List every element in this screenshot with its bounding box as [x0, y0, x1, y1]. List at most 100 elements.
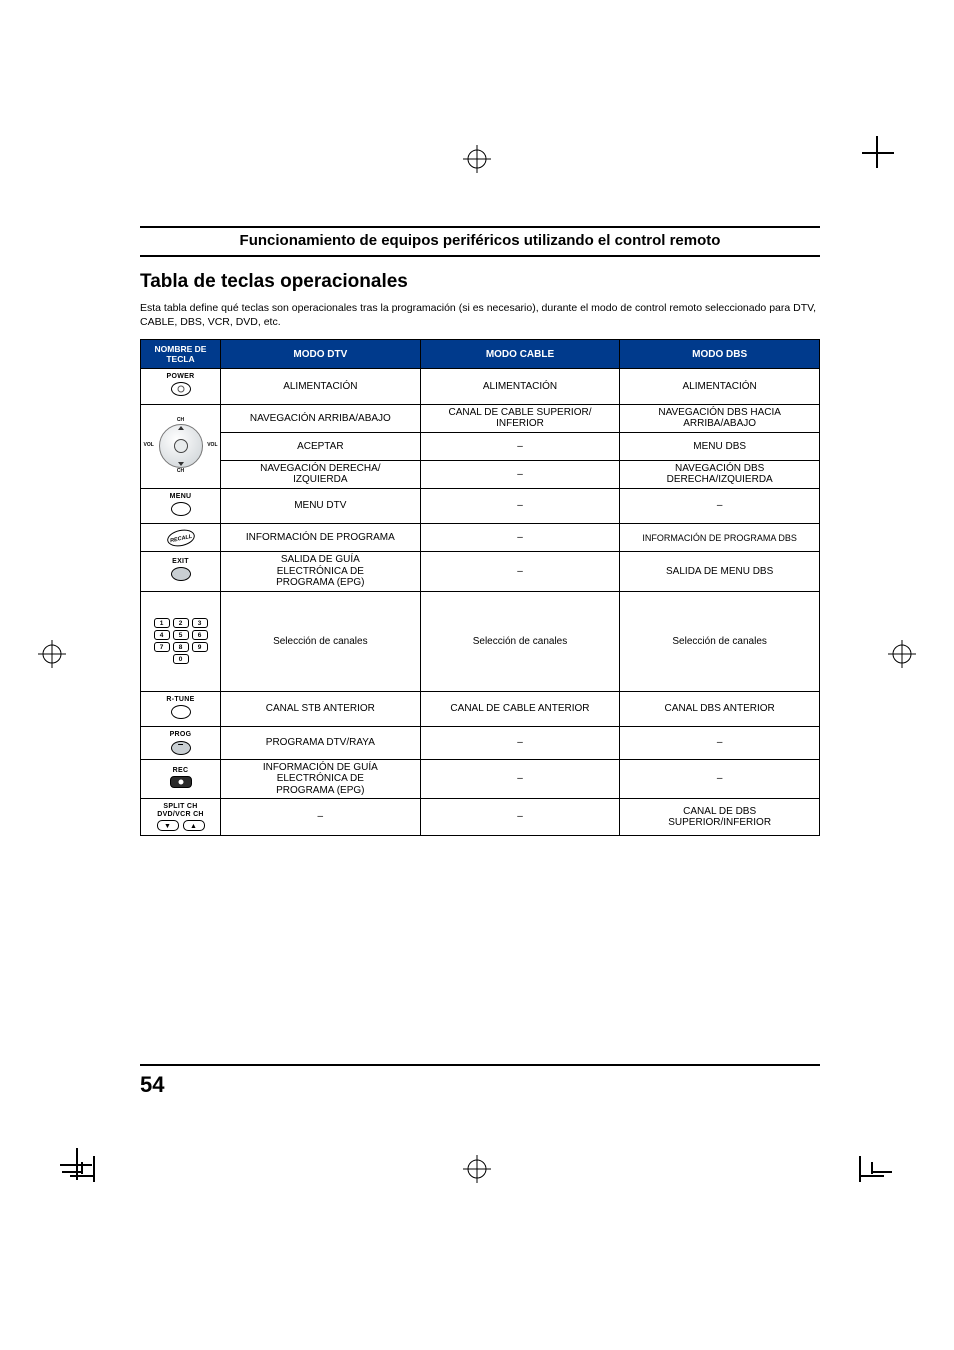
cell: NAVEGACIÓN DERECHA/IZQUIERDA: [221, 460, 421, 488]
table-row: R-TUNE CANAL STB ANTERIOR CANAL DE CABLE…: [141, 691, 820, 727]
cell: –: [420, 488, 620, 524]
crop-mark: [60, 1164, 92, 1166]
cell: –: [420, 524, 620, 552]
cell: MENU DBS: [620, 432, 820, 460]
table-row: CH CH VOL VOL NAVEGACIÓN ARRIBA/ABAJO CA…: [141, 404, 820, 432]
cell: PROGRAMA DTV/RAYA: [221, 727, 421, 759]
key-label: SPLIT CH: [143, 803, 218, 811]
cell: MENU DTV: [221, 488, 421, 524]
col-header-keyname: NOMBRE DE TECLA: [141, 340, 221, 369]
key-label: MENU: [143, 493, 218, 501]
cell: –: [420, 552, 620, 592]
cell: INFORMACIÓN DE PROGRAMA DBS: [620, 524, 820, 552]
cell: ACEPTAR: [221, 432, 421, 460]
numpad-icon: 123 456 789 0: [154, 616, 208, 666]
cell: NAVEGACIÓN DBSDERECHA/IZQUIERDA: [620, 460, 820, 488]
intro-text: Esta tabla define qué teclas son operaci…: [140, 301, 820, 339]
cell: Selección de canales: [620, 591, 820, 691]
register-mark-top: [463, 145, 491, 173]
table-row: 123 456 789 0 Selección de canales Selec…: [141, 591, 820, 691]
cell: –: [420, 727, 620, 759]
cell: –: [420, 460, 620, 488]
col-header-dbs: MODO DBS: [620, 340, 820, 369]
cell: Selección de canales: [221, 591, 421, 691]
cell: CANAL DBS ANTERIOR: [620, 691, 820, 727]
exit-icon: [171, 567, 191, 581]
page-footer: 54: [140, 1064, 820, 1102]
dpad-label-bottom: CH: [177, 469, 184, 475]
prog-icon: [171, 741, 191, 755]
key-exit: EXIT: [141, 552, 221, 592]
cell: CANAL DE CABLE SUPERIOR/INFERIOR: [420, 404, 620, 432]
key-prog: PROG: [141, 727, 221, 759]
power-icon: [171, 382, 191, 396]
section-title: Tabla de teclas operacionales: [140, 257, 820, 301]
cell: INFORMACIÓN DE GUÍAELECTRÓNICA DEPROGRAM…: [221, 759, 421, 799]
dpad-icon: CH CH VOL VOL: [150, 420, 212, 472]
table-row: POWER ALIMENTACIÓN ALIMENTACIÓN ALIMENTA…: [141, 369, 820, 405]
register-mark-left: [38, 640, 66, 668]
cell: ALIMENTACIÓN: [420, 369, 620, 405]
dpad-label-right: VOL: [207, 444, 217, 450]
rec-icon: [170, 776, 192, 788]
cell: CANAL DE CABLE ANTERIOR: [420, 691, 620, 727]
table-row: ACEPTAR – MENU DBS: [141, 432, 820, 460]
document-title: Funcionamiento de equipos periféricos ut…: [140, 228, 820, 255]
key-label: R-TUNE: [143, 696, 218, 704]
table-row: RECALL INFORMACIÓN DE PROGRAMA – INFORMA…: [141, 524, 820, 552]
cell: Selección de canales: [420, 591, 620, 691]
cell: –: [420, 759, 620, 799]
cell: SALIDA DE MENU DBS: [620, 552, 820, 592]
cell: INFORMACIÓN DE PROGRAMA: [221, 524, 421, 552]
table-row: EXIT SALIDA DE GUÍAELECTRÓNICA DEPROGRAM…: [141, 552, 820, 592]
key-splitch: SPLIT CH DVD/VCR CH ▼▲: [141, 799, 221, 836]
cell: –: [420, 799, 620, 836]
key-power: POWER: [141, 369, 221, 405]
page-root: Funcionamiento de equipos periféricos ut…: [0, 0, 954, 1350]
menu-icon: [171, 502, 191, 516]
table-row: NAVEGACIÓN DERECHA/IZQUIERDA – NAVEGACIÓ…: [141, 460, 820, 488]
cell: NAVEGACIÓN DBS HACIAARRIBA/ABAJO: [620, 404, 820, 432]
key-label: POWER: [143, 373, 218, 381]
cell: –: [420, 432, 620, 460]
rtune-icon: [171, 705, 191, 719]
cell: –: [620, 488, 820, 524]
key-label: EXIT: [143, 558, 218, 566]
cell: –: [221, 799, 421, 836]
cell: CANAL STB ANTERIOR: [221, 691, 421, 727]
register-mark-bottom: [463, 1155, 491, 1183]
key-rec: REC: [141, 759, 221, 799]
crop-mark: [876, 136, 878, 168]
dpad-label-top: CH: [177, 418, 184, 424]
key-label: REC: [143, 767, 218, 775]
cell: NAVEGACIÓN ARRIBA/ABAJO: [221, 404, 421, 432]
cell: ALIMENTACIÓN: [221, 369, 421, 405]
keys-table: NOMBRE DE TECLA MODO DTV MODO CABLE MODO…: [140, 339, 820, 836]
key-recall: RECALL: [141, 524, 221, 552]
col-header-cable: MODO CABLE: [420, 340, 620, 369]
table-header-row: NOMBRE DE TECLA MODO DTV MODO CABLE MODO…: [141, 340, 820, 369]
cell: ALIMENTACIÓN: [620, 369, 820, 405]
cell: CANAL DE DBSSUPERIOR/INFERIOR: [620, 799, 820, 836]
cell: –: [620, 727, 820, 759]
splitch-icon: ▼▲: [143, 820, 218, 831]
crop-corner-bl: [60, 1154, 96, 1190]
register-mark-right: [888, 640, 916, 668]
cell: –: [620, 759, 820, 799]
key-numpad: 123 456 789 0: [141, 591, 221, 691]
dpad-label-left: VOL: [144, 444, 154, 450]
table-row: SPLIT CH DVD/VCR CH ▼▲ – – CANAL DE DBSS…: [141, 799, 820, 836]
table-row: REC INFORMACIÓN DE GUÍAELECTRÓNICA DEPRO…: [141, 759, 820, 799]
recall-icon: RECALL: [165, 527, 196, 548]
table-row: PROG PROGRAMA DTV/RAYA – –: [141, 727, 820, 759]
key-dpad: CH CH VOL VOL: [141, 404, 221, 488]
key-label: DVD/VCR CH: [143, 811, 218, 819]
crop-mark: [76, 1148, 78, 1180]
crop-mark: [862, 152, 894, 154]
key-menu: MENU: [141, 488, 221, 524]
key-rtune: R-TUNE: [141, 691, 221, 727]
col-header-dtv: MODO DTV: [221, 340, 421, 369]
page-number: 54: [140, 1066, 820, 1102]
cell: SALIDA DE GUÍAELECTRÓNICA DEPROGRAMA (EP…: [221, 552, 421, 592]
table-row: MENU MENU DTV – –: [141, 488, 820, 524]
